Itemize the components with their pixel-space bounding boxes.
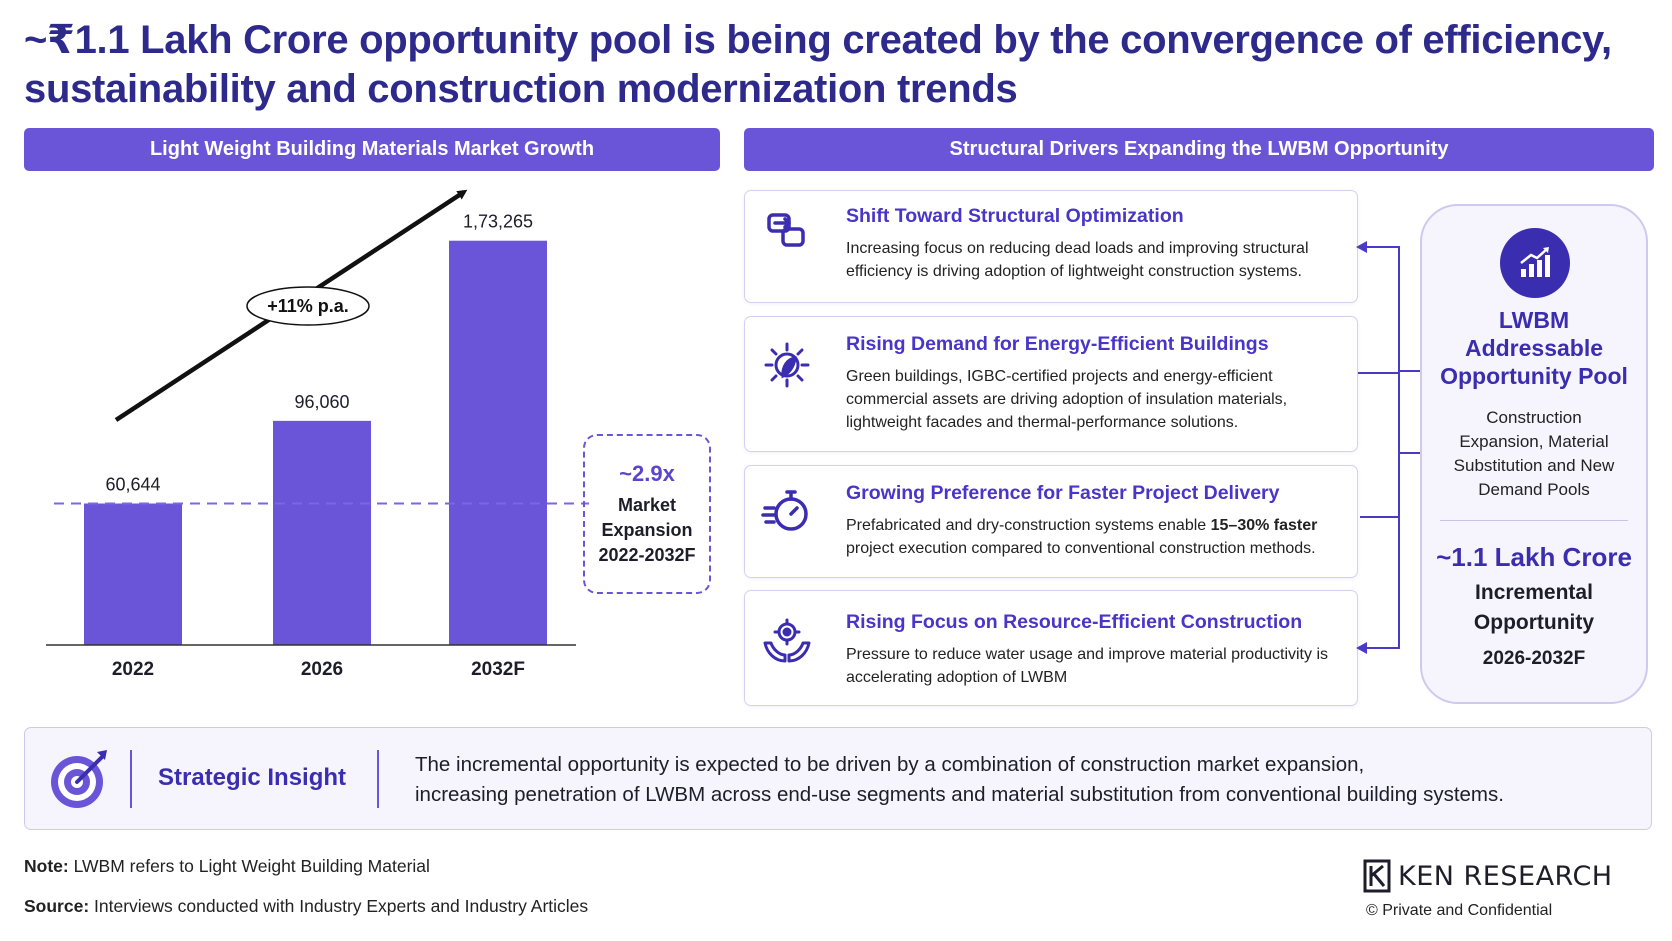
source-label: Source: [24,896,90,916]
connector-arrowhead [1356,241,1367,253]
driver-title: Shift Toward Structural Optimization [846,205,1184,227]
source-text: Interviews conducted with Industry Exper… [94,896,589,916]
pool-title-line: Opportunity Pool [1440,363,1628,389]
ken-research-logo-text: KEN RESEARCH [1398,860,1613,892]
growth-chart-icon [1500,228,1570,298]
bar-2022 [84,503,182,645]
opportunity-pool-card: LWBM Addressable Opportunity Pool Constr… [1420,204,1648,704]
driver-title: Rising Demand for Energy-Efficient Build… [846,333,1269,355]
page-title: ~₹1.1 Lakh Crore opportunity pool is bei… [24,18,1612,111]
insight-separator [377,750,379,808]
driver-card-structural-optimization: Shift Toward Structural Optimization Inc… [744,190,1358,303]
driver-description-end: project execution compared to convention… [846,540,1316,557]
pool-title: LWBM Addressable Opportunity Pool [1422,306,1646,390]
connector-arrow-line [1366,246,1398,248]
footer-note: Note: LWBM refers to Light Weight Buildi… [24,856,430,877]
driver-description: Pressure to reduce water usage and impro… [846,646,1328,686]
driver-description: Prefabricated and dry-construction syste… [846,514,1345,560]
pool-subtitle-line: Expansion, Material [1459,432,1609,451]
market-expansion-callout: ~2.9x Market Expansion 2022-2032F [583,434,711,594]
structure-arrows-icon [761,205,813,257]
pool-subtitle-line: Construction [1486,408,1582,427]
strategic-insight-box: Strategic Insight The incremental opport… [24,727,1652,830]
insight-text-line: increasing penetration of LWBM across en… [415,783,1504,806]
pool-value-label-line: Opportunity [1473,611,1595,634]
pool-period: 2026-2032F [1482,648,1586,669]
expansion-period: 2022-2032F [598,544,696,565]
x-tick-label: 2026 [301,659,343,680]
x-tick-label: 2032F [471,659,525,680]
hands-gear-icon [761,615,813,667]
connector-line [1360,516,1398,518]
insight-separator [130,750,132,808]
footer-source: Source: Interviews conducted with Indust… [24,896,588,917]
connector-arrowhead [1356,642,1367,654]
pool-title-line: LWBM [1498,307,1570,333]
market-growth-chart: 60,644 2022 96,060 2026 1,73,265 2032F +11% p… [46,189,589,680]
confidentiality-note: © Private and Confidential [1366,902,1553,919]
x-tick-label: 2022 [112,659,154,680]
energy-leaf-bulb-icon [761,339,813,391]
driver-card-resource-efficient: Rising Focus on Resource-Efficient Const… [744,590,1358,706]
connector-to-pool [1400,370,1420,372]
pool-value-label-line: Incremental [1475,581,1593,604]
note-text: LWBM refers to Light Weight Building Mat… [73,856,430,876]
bar-2026 [273,420,371,645]
note-label: Note: [24,856,69,876]
stopwatch-icon [761,484,813,536]
bar-2032F [449,240,547,645]
driver-card-faster-delivery: Growing Preference for Faster Project De… [744,465,1358,578]
growth-rate-badge [246,286,370,326]
driver-description: Green buildings, IGBC-certified projects… [846,368,1288,431]
pool-subtitle-line: Demand Pools [1478,480,1590,499]
bar-value-label: 1,73,265 [463,212,533,232]
driver-description-start: Prefabricated and dry-construction syste… [846,517,1211,534]
pool-title-line: Addressable [1464,335,1604,361]
insight-text-line: The incremental opportunity is expected … [415,753,1365,776]
insight-text: The incremental opportunity is expected … [415,750,1631,810]
driver-title: Growing Preference for Faster Project De… [846,482,1280,504]
pool-subtitle-line: Substitution and New [1453,456,1615,475]
target-icon [51,750,107,808]
ken-research-logo: KEN RESEARCH [1362,856,1652,896]
expansion-label-1: Market [617,494,677,515]
pool-value: ~1.1 Lakh Crore [1436,542,1632,572]
connector-line [1358,372,1398,374]
driver-title: Rising Focus on Resource-Efficient Const… [846,611,1303,633]
bar-value-label: 60,644 [105,474,160,494]
structural-drivers-header: Structural Drivers Expanding the LWBM Op… [744,128,1654,171]
expansion-multiple: ~2.9x [619,460,675,486]
bar-value-label: 96,060 [294,392,349,412]
driver-card-energy-efficient: Rising Demand for Energy-Efficient Build… [744,316,1358,452]
insight-label: Strategic Insight [158,764,347,791]
connector-to-pool [1400,452,1420,454]
pool-subtitle: Construction Expansion, Material Substit… [1440,406,1628,502]
driver-description-highlight: 15–30% faster [1210,517,1318,534]
connector-arrow-line [1366,647,1398,649]
connector-bracket [1398,246,1400,649]
growth-rate-label: +11% p.a. [267,296,349,316]
pool-divider [1440,520,1628,521]
driver-description: Increasing focus on reducing dead loads … [846,240,1309,280]
market-growth-header: Light Weight Building Materials Market G… [24,128,720,171]
ken-research-logo-mark [1363,859,1391,893]
expansion-label-2: Expansion [601,519,693,540]
pool-value-label: Incremental Opportunity [1422,578,1646,638]
